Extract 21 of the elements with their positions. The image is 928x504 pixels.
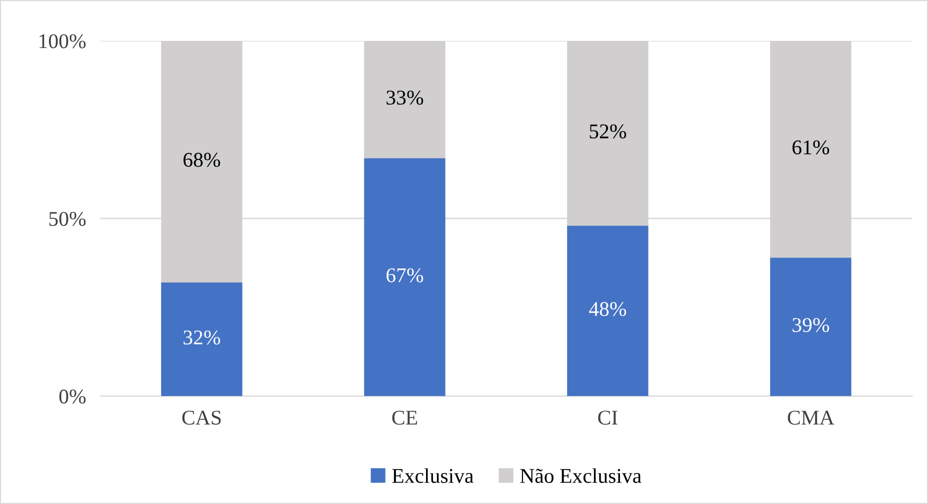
- x-tick-label: CI: [598, 410, 618, 425]
- x-tick-label: CE: [392, 410, 417, 425]
- bar: [770, 258, 852, 396]
- y-tick-label: 0%: [59, 390, 86, 404]
- bar: [161, 282, 242, 396]
- data-label: 39%: [792, 318, 830, 332]
- bar: [364, 158, 446, 396]
- data-label: 48%: [589, 302, 626, 316]
- y-tick-label: 50%: [49, 212, 86, 226]
- legend-label: Exclusiva: [392, 468, 474, 483]
- x-tick-label: CMA: [788, 410, 834, 425]
- data-label: 61%: [792, 140, 830, 154]
- bar: [567, 226, 648, 396]
- x-tick-label: CAS: [182, 410, 221, 425]
- legend-label: Não Exclusiva: [520, 468, 642, 483]
- data-label: 67%: [386, 268, 424, 282]
- data-label: 32%: [184, 330, 220, 345]
- data-label: 33%: [386, 90, 424, 105]
- y-tick-label: 100%: [40, 34, 86, 48]
- data-label: 52%: [590, 124, 626, 138]
- data-label: 68%: [184, 152, 220, 167]
